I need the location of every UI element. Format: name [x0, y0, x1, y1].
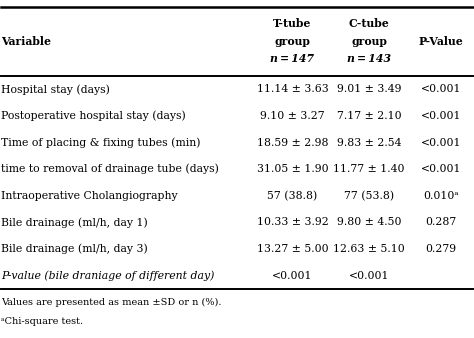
Text: <0.001: <0.001 [420, 138, 461, 148]
Text: time to removal of drainage tube (days): time to removal of drainage tube (days) [1, 164, 219, 174]
Text: 77 (53.8): 77 (53.8) [344, 191, 394, 201]
Text: Postoperative hospital stay (days): Postoperative hospital stay (days) [1, 111, 186, 121]
Text: Intraoperative Cholangiography: Intraoperative Cholangiography [1, 191, 178, 201]
Text: <0.001: <0.001 [420, 164, 461, 174]
Text: 0.010ᵃ: 0.010ᵃ [423, 191, 459, 201]
Text: Hospital stay (days): Hospital stay (days) [1, 84, 110, 95]
Text: 11.14 ± 3.63: 11.14 ± 3.63 [256, 84, 328, 94]
Text: <0.001: <0.001 [349, 271, 390, 281]
Text: n = 147: n = 147 [270, 53, 315, 65]
Text: group: group [351, 36, 387, 47]
Text: 10.33 ± 3.92: 10.33 ± 3.92 [256, 217, 328, 227]
Text: P-value (bile draniage of different day): P-value (bile draniage of different day) [1, 270, 214, 281]
Text: 9.10 ± 3.27: 9.10 ± 3.27 [260, 111, 325, 121]
Text: 9.83 ± 2.54: 9.83 ± 2.54 [337, 138, 401, 148]
Text: n = 143: n = 143 [347, 53, 392, 65]
Text: Variable: Variable [1, 36, 51, 47]
Text: C-tube: C-tube [349, 18, 390, 29]
Text: Time of placing & fixing tubes (min): Time of placing & fixing tubes (min) [1, 137, 201, 148]
Text: ᵃChi-square test.: ᵃChi-square test. [1, 317, 83, 326]
Text: 9.80 ± 4.50: 9.80 ± 4.50 [337, 217, 401, 227]
Text: 11.77 ± 1.40: 11.77 ± 1.40 [334, 164, 405, 174]
Text: 57 (38.8): 57 (38.8) [267, 191, 318, 201]
Text: 7.17 ± 2.10: 7.17 ± 2.10 [337, 111, 401, 121]
Text: 0.287: 0.287 [425, 217, 456, 227]
Text: Bile drainage (ml/h, day 3): Bile drainage (ml/h, day 3) [1, 244, 148, 254]
Text: 9.01 ± 3.49: 9.01 ± 3.49 [337, 84, 401, 94]
Text: Bile drainage (ml/h, day 1): Bile drainage (ml/h, day 1) [1, 217, 148, 228]
Text: T-tube: T-tube [273, 18, 311, 29]
Text: group: group [274, 36, 310, 47]
Text: 18.59 ± 2.98: 18.59 ± 2.98 [257, 138, 328, 148]
Text: <0.001: <0.001 [420, 111, 461, 121]
Text: P-Value: P-Value [419, 36, 463, 47]
Text: <0.001: <0.001 [272, 271, 313, 281]
Text: 13.27 ± 5.00: 13.27 ± 5.00 [256, 244, 328, 254]
Text: 12.63 ± 5.10: 12.63 ± 5.10 [333, 244, 405, 254]
Text: 31.05 ± 1.90: 31.05 ± 1.90 [256, 164, 328, 174]
Text: <0.001: <0.001 [420, 84, 461, 94]
Text: Values are presented as mean ±SD or n (%).: Values are presented as mean ±SD or n (%… [1, 298, 221, 307]
Text: 0.279: 0.279 [425, 244, 456, 254]
